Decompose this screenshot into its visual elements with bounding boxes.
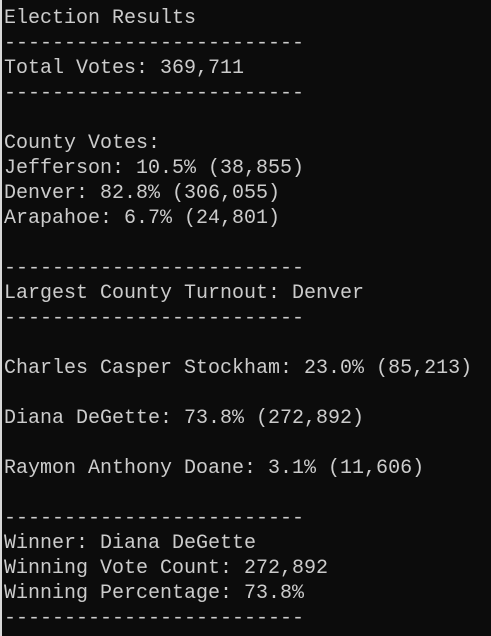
terminal-line: ------------------------- [4, 607, 305, 630]
terminal-line: Denver: 82.8% (306,055) [4, 182, 281, 205]
terminal-line: Raymon Anthony Doane: 3.1% (11,606) [4, 457, 425, 480]
terminal-line: Election Results [4, 7, 197, 30]
terminal-line: Jefferson: 10.5% (38,855) [4, 157, 305, 180]
terminal-line: Arapahoe: 6.7% (24,801) [4, 207, 281, 230]
terminal-line: ------------------------- [4, 307, 305, 330]
terminal-line: Winner: Diana DeGette [4, 532, 257, 555]
terminal-line: County Votes: [4, 132, 161, 155]
terminal-line: ------------------------- [4, 82, 305, 105]
terminal-line: Diana DeGette: 73.8% (272,892) [4, 407, 365, 430]
terminal-line: Charles Casper Stockham: 23.0% (85,213) [4, 357, 473, 380]
terminal-line: Winning Percentage: 73.8% [4, 582, 305, 605]
terminal-line: Total Votes: 369,711 [4, 57, 245, 80]
terminal-line: ------------------------- [4, 257, 305, 280]
terminal-line: ------------------------- [4, 507, 305, 530]
terminal-line: Largest County Turnout: Denver [4, 282, 365, 305]
terminal-line: ------------------------- [4, 32, 305, 55]
terminal-line: Winning Vote Count: 272,892 [4, 557, 329, 580]
